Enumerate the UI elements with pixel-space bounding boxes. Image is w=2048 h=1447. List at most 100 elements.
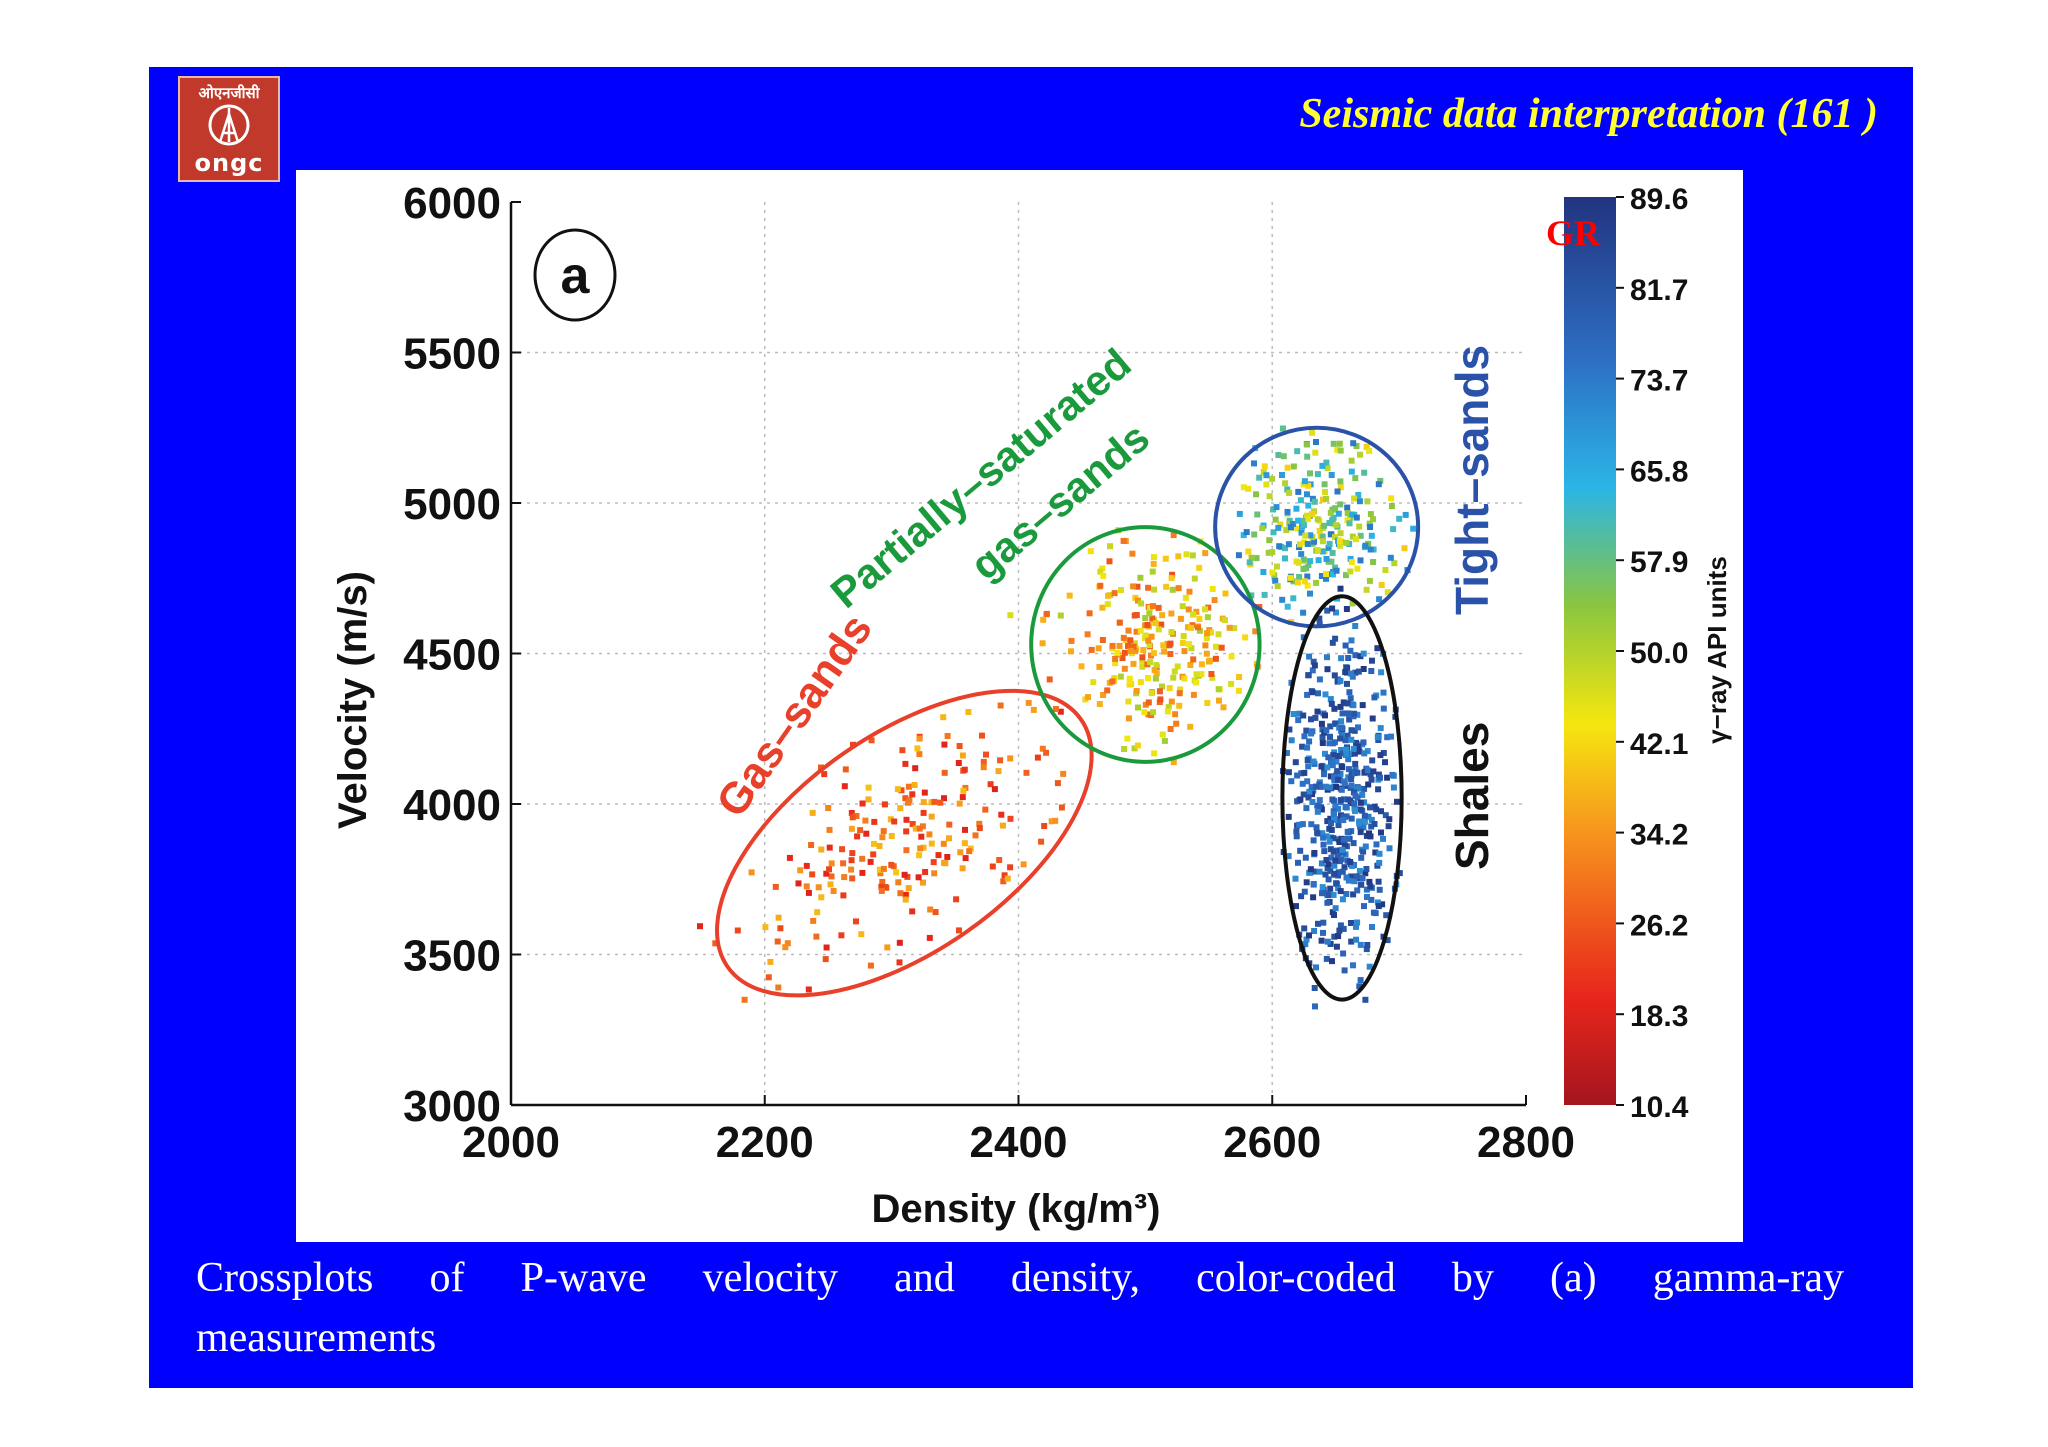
data-point <box>1311 928 1318 934</box>
data-point <box>1190 691 1197 698</box>
data-point <box>1366 447 1373 454</box>
data-point <box>1310 787 1317 794</box>
data-point <box>898 787 905 794</box>
data-point <box>920 844 927 851</box>
data-point <box>1330 848 1337 855</box>
data-point <box>826 866 832 873</box>
data-point <box>795 880 802 887</box>
data-point <box>1288 737 1295 744</box>
data-point <box>748 869 755 876</box>
data-point <box>1211 597 1218 604</box>
data-point <box>1329 605 1336 612</box>
data-point <box>1315 690 1321 697</box>
data-point <box>894 786 901 793</box>
data-point <box>1007 612 1014 619</box>
data-point <box>1357 653 1364 660</box>
data-point <box>1364 894 1370 900</box>
data-point <box>1375 903 1382 910</box>
data-point <box>1168 574 1175 581</box>
data-point <box>1314 808 1321 815</box>
data-point <box>1339 731 1345 738</box>
data-point <box>1337 484 1344 491</box>
data-point <box>1286 726 1293 733</box>
data-point <box>1338 724 1345 731</box>
data-point <box>916 852 923 859</box>
data-point <box>1308 730 1315 737</box>
data-point <box>1366 963 1373 970</box>
data-point <box>1327 773 1334 780</box>
data-point <box>1356 983 1363 990</box>
data-point <box>1359 791 1366 798</box>
data-point <box>1345 700 1352 707</box>
data-point <box>1382 759 1388 766</box>
data-point <box>1304 516 1311 523</box>
data-point <box>1330 835 1337 842</box>
data-point <box>814 909 821 916</box>
data-point <box>1121 746 1128 752</box>
data-point <box>859 800 866 807</box>
data-point <box>1133 628 1140 635</box>
logo-hindi-text: ओएनजीसी <box>198 84 260 102</box>
data-point <box>1319 726 1326 733</box>
data-point <box>1304 582 1311 589</box>
data-point <box>1242 634 1249 641</box>
data-point <box>1251 460 1257 467</box>
data-point <box>1285 541 1292 548</box>
colorbar-tick-label: 34.2 <box>1630 819 1688 852</box>
data-point <box>1159 683 1165 690</box>
data-point <box>1394 798 1400 805</box>
data-point <box>1306 932 1312 939</box>
data-point <box>1363 866 1370 872</box>
data-point <box>823 944 830 951</box>
data-point <box>822 956 829 963</box>
colorbar-tick-label: 50.0 <box>1630 637 1688 670</box>
data-point <box>1236 674 1243 680</box>
data-point <box>902 896 909 903</box>
data-point <box>1272 577 1279 584</box>
data-point <box>1332 564 1339 571</box>
data-point <box>895 879 902 886</box>
colorbar-tick-label: 65.8 <box>1630 455 1688 488</box>
data-point <box>1347 647 1354 654</box>
data-point <box>995 768 1002 775</box>
data-point <box>1340 925 1347 932</box>
data-point <box>1151 750 1158 757</box>
data-point <box>1330 752 1337 759</box>
data-point <box>1283 527 1290 534</box>
data-point <box>1345 766 1352 773</box>
data-point <box>1166 685 1173 692</box>
data-point <box>1206 658 1212 665</box>
data-point <box>1309 429 1316 436</box>
data-point <box>1301 769 1308 776</box>
grid-lines <box>511 202 1526 1105</box>
data-point <box>1329 520 1336 527</box>
data-point <box>1321 522 1328 529</box>
data-point <box>1168 698 1175 705</box>
data-point <box>1351 495 1358 502</box>
data-point <box>1324 654 1330 661</box>
data-point <box>1287 524 1294 531</box>
data-point <box>1202 606 1208 613</box>
data-point <box>1290 595 1297 602</box>
data-point <box>803 883 810 890</box>
data-point <box>1292 875 1299 882</box>
data-point <box>1285 769 1292 776</box>
data-point <box>909 821 916 827</box>
data-point <box>1316 621 1323 628</box>
data-point <box>1348 782 1355 789</box>
data-point <box>1160 642 1167 649</box>
data-point <box>1326 740 1333 747</box>
data-point <box>1137 679 1144 686</box>
data-point <box>1104 687 1111 694</box>
data-point <box>1328 700 1335 707</box>
data-point <box>1057 708 1064 715</box>
data-point <box>956 800 963 807</box>
data-point <box>1326 825 1333 832</box>
data-point <box>1150 554 1157 561</box>
data-point <box>883 884 890 891</box>
data-point <box>1347 555 1354 562</box>
data-point <box>1385 823 1392 830</box>
data-point <box>1097 582 1104 589</box>
data-point <box>1152 675 1159 682</box>
data-point <box>1320 929 1326 936</box>
